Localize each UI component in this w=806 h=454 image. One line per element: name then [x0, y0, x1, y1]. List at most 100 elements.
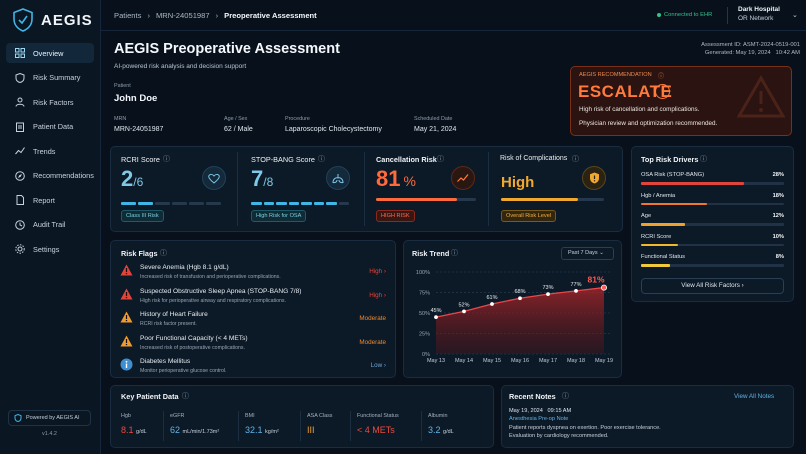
info-icon[interactable]: ⓘ — [658, 74, 665, 80]
data-point[interactable] — [490, 302, 494, 306]
stopbang-title: STOP-BANG Score — [251, 155, 315, 164]
divider — [421, 411, 422, 441]
patient-label: Patient — [114, 83, 131, 89]
app-logo[interactable]: AEGIS — [12, 8, 93, 32]
data-point[interactable] — [434, 315, 438, 319]
flag-level: High › — [369, 291, 386, 299]
view-risk-factors-label: View All Risk Factors — [681, 282, 740, 289]
risk-flag-item[interactable]: Severe Anemia (Hgb 8.1 g/dL) Increased ri… — [120, 264, 386, 286]
warning-icon — [120, 335, 133, 346]
nav-risk-summary[interactable]: Risk Summary — [6, 68, 94, 88]
data-label: 81% — [587, 275, 604, 285]
divider — [237, 152, 238, 226]
view-risk-factors-button[interactable]: View All Risk Factors › — [641, 278, 784, 294]
driver-bar-fill — [641, 202, 708, 205]
trend-up-icon — [451, 166, 475, 190]
powered-by-badge: Powered by AEGIS AI — [8, 410, 91, 426]
stopbang-value: 7 — [251, 166, 264, 191]
app-name: AEGIS — [41, 11, 93, 29]
nav-audit-trail[interactable]: Audit Trail — [6, 215, 94, 235]
info-icon[interactable]: ⓘ — [160, 250, 167, 257]
cancel-bar — [376, 198, 476, 201]
mrn-value: MRN-24051987 — [114, 126, 164, 133]
chevron-down-icon[interactable]: ⌄ — [792, 12, 798, 19]
info-icon[interactable]: ⓘ — [451, 250, 458, 257]
risk-flag-item[interactable]: Diabetes Mellitus Monitor perioperative g… — [120, 358, 386, 380]
history-icon — [15, 219, 25, 230]
data-point[interactable] — [462, 309, 466, 314]
powered-text: Powered by AEGIS AI — [26, 415, 80, 421]
driver-bar — [641, 182, 784, 185]
nav-patient-data[interactable]: Patient Data — [6, 117, 94, 137]
data-point[interactable] — [600, 284, 607, 291]
risk-driver-item: Hgb / Anemia 18% — [641, 192, 784, 205]
breadcrumb-patients[interactable]: Patients — [114, 11, 142, 20]
warning-icon — [120, 311, 133, 323]
nav-overview[interactable]: Overview — [6, 43, 94, 63]
divider — [163, 411, 164, 441]
divider — [350, 411, 351, 441]
data-point[interactable] — [518, 296, 522, 301]
x-tick-label: May 17 — [539, 358, 557, 364]
note-type[interactable]: Anesthesia Pre-op Note — [509, 416, 569, 422]
recommendation-action: ESCALATE — [578, 82, 673, 101]
divider — [727, 7, 728, 24]
key-data-label: Hgb — [121, 413, 131, 419]
hospital-selector[interactable]: Dark Hospital OR Network — [738, 6, 780, 24]
assessment-meta: Assessment ID: ASMT-2024-0519-001 Generat… — [620, 41, 800, 58]
document-icon — [16, 195, 24, 205]
y-tick-label: 50% — [419, 311, 430, 317]
comp-bar — [501, 198, 604, 201]
data-point[interactable] — [574, 288, 578, 293]
key-data-label: Albumin — [428, 413, 448, 419]
breadcrumb: Patients › MRN-24051987 › Preoperative Ass… — [114, 11, 317, 20]
risk-flag-item[interactable]: Suspected Obstructive Sleep Apnea (STOP-… — [120, 288, 386, 310]
notes-title: Recent Notes — [509, 392, 556, 401]
clipboard-icon — [16, 122, 24, 132]
nav-label: Risk Summary — [33, 73, 81, 82]
chevron-right-icon: › — [741, 282, 744, 289]
note-line2: Evaluation by cardiology recommended. — [509, 433, 609, 439]
nav-report[interactable]: Report — [6, 190, 94, 210]
ehr-status-text: Connected to EHR — [664, 12, 713, 18]
hospital-unit: OR Network — [738, 14, 774, 22]
nav-label: Risk Factors — [33, 97, 74, 107]
y-tick-label: 0% — [422, 352, 430, 358]
nav-risk-factors[interactable]: Risk Factors — [6, 92, 94, 112]
flag-title: Suspected Obstructive Sleep Apnea (STOP-… — [140, 287, 302, 295]
view-all-notes-link[interactable]: View All Notes — [734, 393, 775, 400]
flag-description: RCRI risk factor present. — [140, 321, 197, 327]
info-icon[interactable]: ⓘ — [437, 156, 444, 163]
risk-flag-item[interactable]: Poor Functional Capacity (< 4 METs) Incre… — [120, 335, 386, 357]
comp-title: Risk of Complications — [500, 155, 568, 162]
recommendation-card: AEGIS RECOMMENDATION ⓘ ESCALATE ↑ High r… — [570, 66, 792, 136]
flag-level: Moderate — [359, 338, 386, 346]
driver-percent: 18% — [772, 192, 784, 199]
nav-recommendations[interactable]: Recommendations — [6, 166, 94, 186]
x-tick-label: May 15 — [483, 358, 501, 364]
procedure-label: Procedure — [285, 116, 310, 122]
risk-trend-chart: 100% 75% 50% 25% 0% 45% May 13 52% May 14 61% May … — [416, 270, 613, 364]
cancel-score: 81% — [376, 166, 416, 192]
stopbang-score: 7/8 — [251, 166, 273, 192]
risk-flag-item[interactable]: History of Heart Failure RCRI risk factor… — [120, 311, 386, 333]
grid-icon — [15, 48, 25, 58]
trend-range-select[interactable]: Past 7 Days ⌄ — [561, 247, 614, 260]
info-icon[interactable]: ⓘ — [182, 393, 189, 400]
lungs-icon — [326, 166, 350, 190]
info-circle-icon — [120, 358, 133, 371]
data-point[interactable] — [546, 292, 550, 297]
info-icon[interactable]: ⓘ — [318, 156, 325, 163]
keydata-title: Key Patient Data — [121, 392, 179, 401]
info-icon[interactable]: ⓘ — [572, 156, 579, 163]
nav-settings[interactable]: Settings — [6, 239, 94, 259]
info-icon[interactable]: ⓘ — [163, 156, 170, 163]
key-data-panel — [110, 385, 494, 448]
nav-trends[interactable]: Trends — [6, 141, 94, 161]
note-line1: Patient reports dyspnea on exertion. Poo… — [509, 425, 661, 431]
info-icon[interactable]: ⓘ — [562, 393, 569, 400]
breadcrumb-mrn[interactable]: MRN-24051987 — [155, 11, 210, 20]
info-icon[interactable]: ⓘ — [700, 156, 707, 163]
data-label: 52% — [458, 302, 469, 308]
key-data-value: 62 mL/min/1.73m² — [170, 425, 220, 435]
